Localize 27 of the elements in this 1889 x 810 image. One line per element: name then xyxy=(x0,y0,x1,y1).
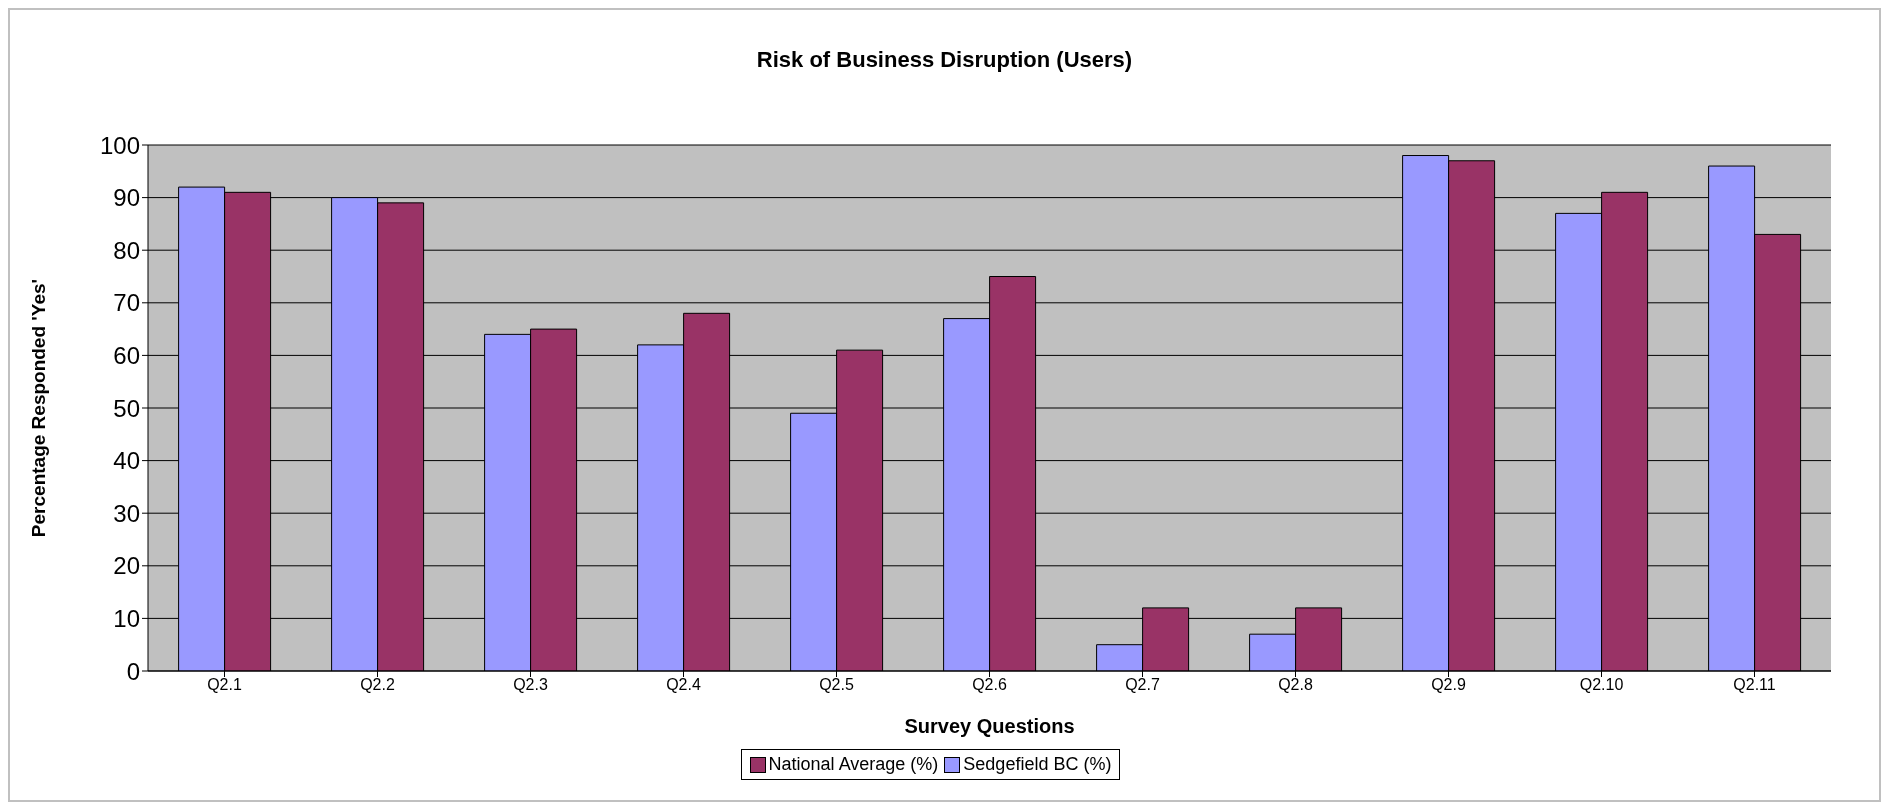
x-tick-label: Q2.7 xyxy=(1125,676,1160,694)
y-tick-label: 30 xyxy=(113,499,140,527)
y-tick-label: 100 xyxy=(99,131,140,159)
y-tick-label: 70 xyxy=(113,289,140,317)
x-tick-label: Q2.1 xyxy=(207,676,242,694)
x-axis-title: Survey Questions xyxy=(904,715,1075,737)
y-tick-label: 60 xyxy=(113,341,140,369)
x-tick-label: Q2.5 xyxy=(819,676,854,694)
y-tick-label: 10 xyxy=(113,604,140,632)
x-tick-label: Q2.8 xyxy=(1278,676,1313,694)
chart-title: Risk of Business Disruption (Users) xyxy=(755,46,1134,74)
x-tick-label: Q2.10 xyxy=(1579,676,1624,694)
x-tick-label: Q2.9 xyxy=(1431,676,1466,694)
legend-label: Sedgefield BC (%) xyxy=(962,754,1112,775)
y-tick-label: 50 xyxy=(113,394,140,422)
x-tick-label: Q2.6 xyxy=(972,676,1007,694)
y-tick-label: 40 xyxy=(113,447,140,475)
legend-label: National Average (%) xyxy=(767,754,939,775)
x-tick-label: Q2.3 xyxy=(513,676,548,694)
y-axis-title: Percentage Responded 'Yes' xyxy=(27,278,49,538)
y-tick-label: 90 xyxy=(113,184,140,212)
x-tick-label: Q2.2 xyxy=(360,676,395,694)
y-tick-label: 80 xyxy=(113,236,140,264)
x-tick-label: Q2.4 xyxy=(666,676,701,694)
y-tick-label: 20 xyxy=(113,552,140,580)
x-tick-label: Q2.11 xyxy=(1733,676,1776,694)
y-tick-label: 0 xyxy=(126,657,140,685)
